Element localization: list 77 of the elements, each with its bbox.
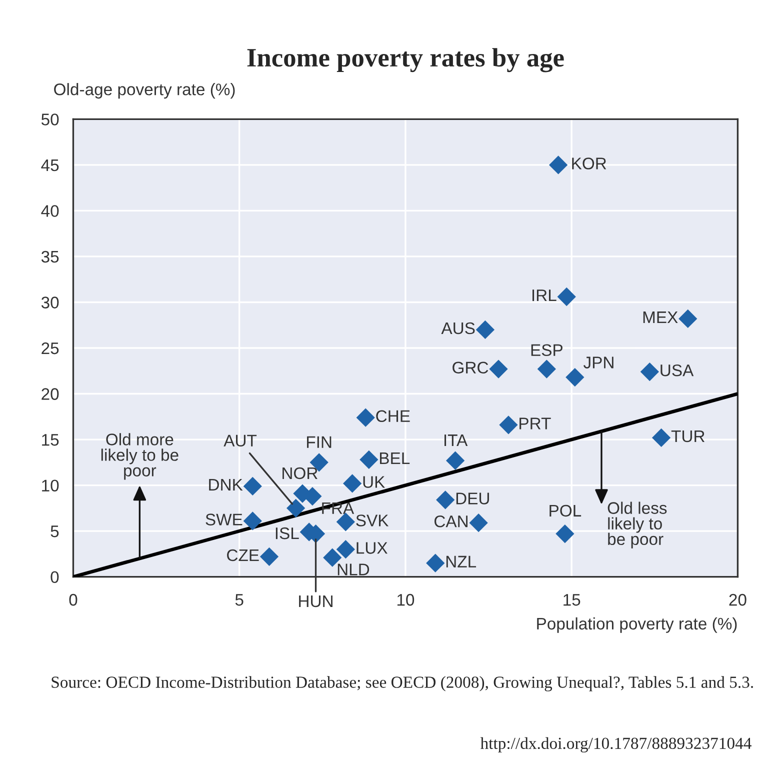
annotation: TUR (671, 430, 704, 442)
point (426, 554, 445, 572)
annotation: GRC (452, 362, 488, 374)
x-tick-label: 5 (235, 594, 244, 606)
annotation: BEL (380, 452, 410, 464)
point (469, 514, 488, 532)
annotation: KOR (572, 158, 606, 170)
x-tick-label: 20 (729, 594, 746, 606)
y-tick-label: 10 (42, 480, 59, 492)
y-tick-label: 5 (50, 526, 59, 538)
chart-title: Income poverty rates by age (247, 48, 564, 72)
point (336, 512, 355, 532)
annotation: UK (363, 476, 385, 488)
annotation: FIN (307, 436, 332, 448)
annotation: CAN (434, 515, 468, 528)
point (556, 524, 574, 544)
annotation: DNK (209, 479, 243, 491)
x-axis-title: Population poverty rate (%) (537, 617, 737, 633)
point (557, 287, 576, 306)
annotation: USA (660, 364, 694, 376)
annotation: PRT (520, 418, 551, 430)
point (360, 450, 378, 469)
annotation: SVK (356, 514, 389, 526)
annotation: CZE (227, 549, 259, 562)
annotation: CHE (376, 410, 410, 422)
annotation: FRA (322, 502, 354, 514)
point (548, 156, 568, 174)
x-tick-label: 0 (69, 594, 78, 606)
point (336, 540, 355, 559)
y-tick-label: 40 (41, 205, 59, 217)
annotation: LUX (356, 542, 388, 554)
annotation: Old less likely to be poor (608, 502, 667, 548)
point (286, 498, 306, 518)
annotation: ITA (444, 434, 468, 446)
annotation: POL (550, 504, 582, 517)
point (537, 360, 556, 378)
annotation: Old more likely to be poor (101, 433, 178, 480)
annotation: NLD (338, 564, 370, 576)
annotation: NOR (282, 467, 318, 480)
point (489, 360, 508, 378)
annotation: HUN (299, 596, 332, 608)
annotation: AUT (224, 434, 257, 447)
point (356, 408, 375, 427)
y-tick-label: 15 (42, 434, 59, 446)
point (243, 476, 262, 496)
y-tick-label: 50 (41, 114, 59, 126)
annotation: ESP (531, 344, 562, 356)
point (446, 451, 465, 470)
y-tick-label: 25 (42, 342, 59, 354)
point (566, 368, 584, 387)
annotation: JPN (584, 356, 614, 368)
point (243, 512, 262, 530)
annotation: SWE (206, 514, 242, 526)
point (652, 428, 671, 448)
annotation: MEX (643, 312, 678, 324)
y-axis-title: Old-age poverty rate (%) (54, 83, 235, 99)
point (342, 474, 362, 493)
source-note: Source: OECD Income-Distribution Database; see OECD (2008), Growing Unequal?, Tables 5.1 and 5.3. (52, 676, 753, 692)
annotation: IRL (532, 290, 556, 302)
y-tick-label: 30 (41, 296, 59, 308)
annotation: NZL (446, 556, 476, 568)
y-tick-label: 45 (41, 160, 59, 172)
x-tick-label: 15 (564, 594, 580, 606)
point (640, 362, 659, 382)
point (678, 309, 698, 328)
y-tick-label: 20 (42, 388, 59, 400)
annotation: ISL (276, 527, 299, 540)
point (436, 490, 455, 510)
annotation: AUS (441, 322, 475, 334)
point (499, 416, 518, 434)
y-tick-label: 0 (50, 571, 59, 584)
annotation: DEU (456, 492, 489, 504)
point (476, 320, 495, 340)
point (260, 547, 279, 566)
x-tick-label: 10 (397, 594, 414, 606)
text: http://dx.doi.org/10.1787/888932371044 (480, 737, 752, 752)
y-tick-label: 35 (41, 250, 59, 263)
